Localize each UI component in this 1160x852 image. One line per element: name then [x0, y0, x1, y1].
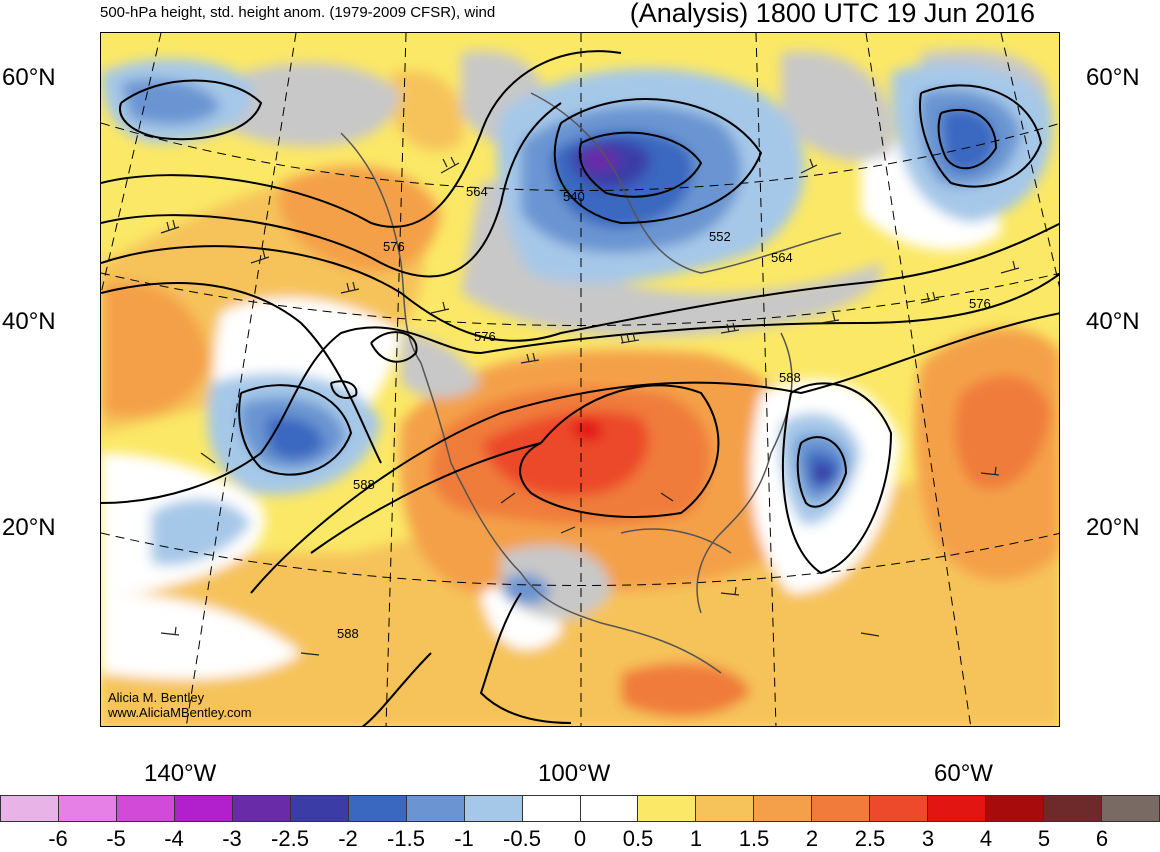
anomaly-field: 564 540 552 564 576 576 576 588 588 588	[101, 33, 1059, 726]
contour-label-576-west: 576	[383, 239, 405, 254]
colorbar-label: -3	[222, 826, 242, 851]
map-title: 500-hPa height, std. height anom. (1979-…	[100, 4, 496, 21]
colorbar-label: -4	[164, 826, 184, 851]
colorbar-label: 3	[921, 826, 935, 851]
contour-label-564: 564	[466, 184, 488, 199]
colorbar-label: 0.5	[622, 826, 654, 851]
colorbar-swatch	[232, 796, 291, 821]
lat-label-40n-right: 40°N	[1086, 308, 1140, 335]
colorbar-label: -0.5	[503, 826, 541, 851]
author-website: www.AliciaMBentley.com	[108, 705, 252, 720]
colorbar-swatch	[754, 796, 813, 821]
author-credit: Alicia M. Bentley	[108, 690, 205, 705]
colorbar-label: 0	[573, 826, 587, 851]
contour-label-576-central: 576	[474, 329, 496, 344]
height-contours	[101, 50, 1059, 726]
colorbar-swatch	[638, 796, 697, 821]
colorbar-swatch	[464, 796, 523, 821]
colorbar-label: 1	[689, 826, 703, 851]
lat-label-20n-right: 20°N	[1086, 514, 1140, 541]
graticule	[101, 33, 1059, 726]
coastlines	[340, 92, 842, 674]
lat-label-60n-right: 60°N	[1086, 64, 1140, 91]
colorbar-swatch	[812, 796, 871, 821]
colorbar-label: -1	[454, 826, 474, 851]
lon-label-100w: 100°W	[538, 760, 611, 787]
colorbar-swatch	[58, 796, 117, 821]
colorbar-label: 2.5	[854, 826, 886, 851]
analysis-time: (Analysis) 1800 UTC 19 Jun 2016	[629, 0, 1035, 28]
colorbar-label: -1.5	[387, 826, 425, 851]
colorbar-swatch	[1102, 796, 1160, 821]
colorbar-swatch	[348, 796, 407, 821]
colorbar-label: -2	[338, 826, 358, 851]
colorbar-label: 2	[805, 826, 819, 851]
colorbar-label: -6	[48, 826, 68, 851]
anomaly-colorbar	[0, 795, 1160, 822]
colorbar-label: 5	[1037, 826, 1051, 851]
colorbar-swatch	[580, 796, 639, 821]
colorbar-swatch	[1, 796, 59, 821]
colorbar-swatch	[522, 796, 581, 821]
colorbar-swatch	[1044, 796, 1103, 821]
colorbar-label: 4	[979, 826, 993, 851]
colorbar-swatch	[406, 796, 465, 821]
colorbar-label: 1.5	[738, 826, 770, 851]
colorbar-swatch	[290, 796, 349, 821]
colorbar-swatch	[870, 796, 929, 821]
contour-label-552: 552	[709, 229, 731, 244]
lat-label-20n-left: 20°N	[2, 514, 56, 541]
lat-label-60n-left: 60°N	[2, 64, 56, 91]
wind-barbs	[160, 156, 1020, 656]
colorbar-label: 6	[1095, 826, 1109, 851]
lat-label-40n-left: 40°N	[2, 308, 56, 335]
colorbar-swatch	[116, 796, 175, 821]
colorbar-swatch	[986, 796, 1045, 821]
lon-label-60w: 60°W	[934, 760, 993, 787]
contour-label-588-south: 588	[337, 626, 359, 641]
colorbar-swatch	[928, 796, 987, 821]
weather-map: 564 540 552 564 576 576 576 588 588 588	[100, 32, 1060, 727]
colorbar-swatch	[696, 796, 755, 821]
contour-label-588-east: 588	[779, 370, 801, 385]
colorbar-label: -2.5	[271, 826, 309, 851]
contour-labels: 564 540 552 564 576 576 576 588 588 588	[337, 184, 991, 641]
contour-label-576-east: 576	[969, 296, 991, 311]
contour-label-588-west: 588	[353, 477, 375, 492]
colorbar-label: -5	[106, 826, 126, 851]
colorbar-swatch	[174, 796, 233, 821]
lon-label-140w: 140°W	[144, 760, 217, 787]
contour-label-564-east: 564	[771, 250, 793, 265]
contour-label-540: 540	[563, 189, 585, 204]
